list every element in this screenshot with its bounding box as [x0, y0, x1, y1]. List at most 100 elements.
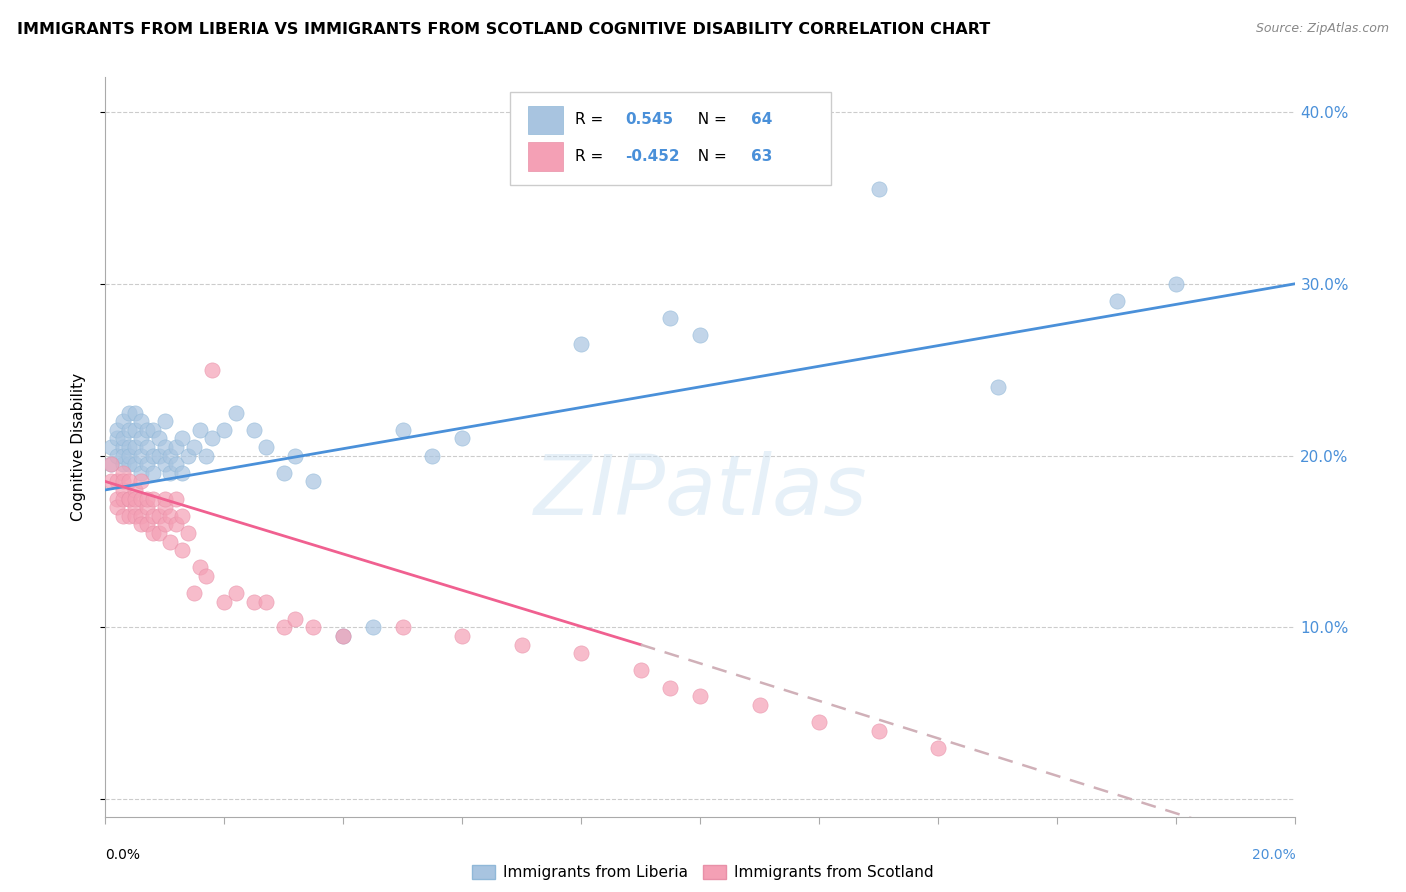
- Text: R =: R =: [575, 149, 609, 164]
- Point: [177, 525, 200, 540]
- Point: [1105, 293, 1128, 308]
- Point: [332, 629, 354, 643]
- Point: [105, 491, 128, 506]
- Point: [135, 457, 157, 471]
- Point: [153, 414, 176, 428]
- Text: 20.0%: 20.0%: [1251, 847, 1295, 862]
- Point: [391, 620, 413, 634]
- Point: [172, 466, 194, 480]
- Point: [135, 440, 157, 454]
- Point: [987, 380, 1010, 394]
- Point: [165, 491, 187, 506]
- Point: [118, 491, 141, 506]
- Point: [159, 508, 181, 523]
- Point: [225, 586, 247, 600]
- Point: [1166, 277, 1188, 291]
- Point: [105, 423, 128, 437]
- Point: [302, 620, 325, 634]
- Point: [118, 406, 141, 420]
- Text: -0.452: -0.452: [626, 149, 681, 164]
- Point: [118, 491, 141, 506]
- Point: [361, 620, 384, 634]
- Point: [111, 414, 134, 428]
- Point: [188, 423, 211, 437]
- Point: [243, 595, 266, 609]
- Point: [153, 500, 176, 515]
- Point: [153, 457, 176, 471]
- Point: [111, 508, 134, 523]
- Point: [201, 362, 224, 376]
- Point: [243, 423, 266, 437]
- Point: [689, 328, 711, 343]
- Point: [868, 723, 890, 738]
- Point: [284, 612, 307, 626]
- Text: 64: 64: [751, 112, 773, 127]
- Point: [129, 491, 152, 506]
- Point: [142, 423, 165, 437]
- Point: [451, 629, 474, 643]
- Point: [111, 440, 134, 454]
- Point: [212, 423, 235, 437]
- Point: [153, 517, 176, 532]
- Point: [302, 475, 325, 489]
- Point: [124, 406, 146, 420]
- Text: 0.0%: 0.0%: [105, 847, 141, 862]
- Point: [148, 449, 170, 463]
- Point: [165, 457, 187, 471]
- Text: N =: N =: [689, 149, 733, 164]
- Point: [100, 457, 122, 471]
- Point: [100, 475, 122, 489]
- Point: [927, 740, 949, 755]
- Point: [129, 414, 152, 428]
- Point: [111, 449, 134, 463]
- Y-axis label: Cognitive Disability: Cognitive Disability: [72, 373, 86, 521]
- Point: [124, 508, 146, 523]
- Point: [172, 431, 194, 445]
- Point: [195, 569, 218, 583]
- Point: [142, 449, 165, 463]
- Point: [105, 449, 128, 463]
- Point: [142, 466, 165, 480]
- Point: [135, 491, 157, 506]
- Point: [177, 449, 200, 463]
- Text: ZIPatlas: ZIPatlas: [533, 450, 868, 532]
- Text: 63: 63: [751, 149, 773, 164]
- Point: [254, 595, 277, 609]
- Point: [129, 466, 152, 480]
- Point: [124, 483, 146, 497]
- Point: [111, 491, 134, 506]
- Text: N =: N =: [689, 112, 733, 127]
- Point: [124, 491, 146, 506]
- Point: [118, 449, 141, 463]
- Point: [124, 423, 146, 437]
- Point: [183, 440, 205, 454]
- Point: [183, 586, 205, 600]
- Point: [142, 525, 165, 540]
- Point: [284, 449, 307, 463]
- Point: [129, 517, 152, 532]
- Point: [659, 311, 682, 326]
- Point: [118, 440, 141, 454]
- Point: [808, 714, 831, 729]
- Point: [630, 664, 652, 678]
- Point: [689, 690, 711, 704]
- Point: [129, 431, 152, 445]
- Point: [195, 449, 218, 463]
- Point: [135, 517, 157, 532]
- Point: [332, 629, 354, 643]
- Point: [172, 508, 194, 523]
- Point: [124, 440, 146, 454]
- Point: [129, 508, 152, 523]
- Point: [100, 440, 122, 454]
- Point: [569, 336, 592, 351]
- Text: Source: ZipAtlas.com: Source: ZipAtlas.com: [1256, 22, 1389, 36]
- Point: [118, 508, 141, 523]
- Bar: [527, 105, 564, 134]
- Point: [273, 466, 295, 480]
- Point: [159, 466, 181, 480]
- Point: [142, 491, 165, 506]
- Legend: Immigrants from Liberia, Immigrants from Scotland: Immigrants from Liberia, Immigrants from…: [472, 865, 934, 880]
- Point: [153, 440, 176, 454]
- Point: [111, 457, 134, 471]
- Point: [225, 406, 247, 420]
